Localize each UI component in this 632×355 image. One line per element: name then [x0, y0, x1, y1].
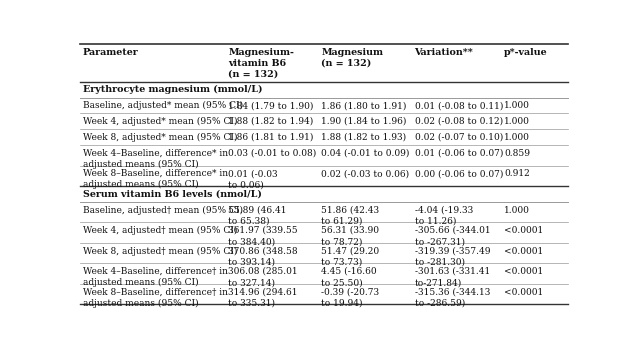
Text: -0.39 (-20.73
to 19.94): -0.39 (-20.73 to 19.94): [322, 288, 380, 308]
Text: 1.88 (1.82 to 1.93): 1.88 (1.82 to 1.93): [322, 133, 406, 142]
Text: Week 4, adjusted* mean (95% CI): Week 4, adjusted* mean (95% CI): [83, 117, 238, 126]
Text: Week 4–Baseline, difference† in
adjusted means (95% CI): Week 4–Baseline, difference† in adjusted…: [83, 267, 228, 287]
Text: <0.0001: <0.0001: [504, 267, 544, 276]
Text: -301.63 (-331.41
to-271.84): -301.63 (-331.41 to-271.84): [415, 267, 490, 287]
Text: 370.86 (348.58
to 393.14): 370.86 (348.58 to 393.14): [228, 246, 298, 267]
Text: 0.859: 0.859: [504, 149, 530, 158]
Text: Week 8, adjusted† mean (95% CI): Week 8, adjusted† mean (95% CI): [83, 246, 237, 256]
Text: Baseline, adjusted* mean (95% CI): Baseline, adjusted* mean (95% CI): [83, 101, 243, 110]
Text: Week 8–Baseline, difference* in
adjusted means (95% CI): Week 8–Baseline, difference* in adjusted…: [83, 169, 228, 190]
Text: <0.0001: <0.0001: [504, 226, 544, 235]
Text: Parameter: Parameter: [83, 48, 138, 56]
Text: 4.45 (-16.60
to 25.50): 4.45 (-16.60 to 25.50): [322, 267, 377, 287]
Text: 51.47 (29.20
to 73.73): 51.47 (29.20 to 73.73): [322, 246, 380, 267]
Text: 0.00 (-0.06 to 0.07): 0.00 (-0.06 to 0.07): [415, 169, 503, 178]
Text: -4.04 (-19.33
to 11.26): -4.04 (-19.33 to 11.26): [415, 206, 473, 226]
Text: 306.08 (285.01
to 327.14): 306.08 (285.01 to 327.14): [228, 267, 298, 287]
Text: -315.36 (-344.13
to -286.59): -315.36 (-344.13 to -286.59): [415, 288, 490, 308]
Text: 55.89 (46.41
to 65.38): 55.89 (46.41 to 65.38): [228, 206, 287, 226]
Text: 56.31 (33.90
to 78.72): 56.31 (33.90 to 78.72): [322, 226, 379, 246]
Text: Week 8, adjusted* mean (95% CI): Week 8, adjusted* mean (95% CI): [83, 133, 238, 142]
Text: 1.86 (1.80 to 1.91): 1.86 (1.80 to 1.91): [322, 101, 407, 110]
Text: 1.000: 1.000: [504, 133, 530, 142]
Text: 1.88 (1.82 to 1.94): 1.88 (1.82 to 1.94): [228, 117, 313, 126]
Text: Week 4–Baseline, difference* in
adjusted means (95% CI): Week 4–Baseline, difference* in adjusted…: [83, 149, 228, 169]
Text: Magnesium
(n = 132): Magnesium (n = 132): [322, 48, 384, 67]
Text: -319.39 (-357.49
to -281.30): -319.39 (-357.49 to -281.30): [415, 246, 490, 267]
Text: 51.86 (42.43
to 61.29): 51.86 (42.43 to 61.29): [322, 206, 380, 226]
Text: 1.84 (1.79 to 1.90): 1.84 (1.79 to 1.90): [228, 101, 313, 110]
Text: 0.01 (-0.06 to 0.07): 0.01 (-0.06 to 0.07): [415, 149, 503, 158]
Text: 0.04 (-0.01 to 0.09): 0.04 (-0.01 to 0.09): [322, 149, 410, 158]
Text: 1.90 (1.84 to 1.96): 1.90 (1.84 to 1.96): [322, 117, 407, 126]
Text: 0.02 (-0.03 to 0.06): 0.02 (-0.03 to 0.06): [322, 169, 410, 178]
Text: 0.02 (-0.08 to 0.12): 0.02 (-0.08 to 0.12): [415, 117, 502, 126]
Text: -305.66 (-344.01
to -267.31): -305.66 (-344.01 to -267.31): [415, 226, 490, 246]
Text: 0.01 (-0.08 to 0.11): 0.01 (-0.08 to 0.11): [415, 101, 503, 110]
Text: Serum vitamin B6 levels (nmol/L): Serum vitamin B6 levels (nmol/L): [83, 190, 262, 199]
Text: 314.96 (294.61
to 335.31): 314.96 (294.61 to 335.31): [228, 288, 298, 308]
Text: 1.000: 1.000: [504, 101, 530, 110]
Text: <0.0001: <0.0001: [504, 246, 544, 256]
Text: Week 4, adjusted† mean (95% CI): Week 4, adjusted† mean (95% CI): [83, 226, 237, 235]
Text: <0.0001: <0.0001: [504, 288, 544, 296]
Text: 0.02 (-0.07 to 0.10): 0.02 (-0.07 to 0.10): [415, 133, 503, 142]
Text: 1.86 (1.81 to 1.91): 1.86 (1.81 to 1.91): [228, 133, 313, 142]
Text: 1.000: 1.000: [504, 117, 530, 126]
Text: 361.97 (339.55
to 384.40): 361.97 (339.55 to 384.40): [228, 226, 298, 246]
Text: Baseline, adjusted† mean (95% CI): Baseline, adjusted† mean (95% CI): [83, 206, 243, 215]
Text: Erythrocyte magnesium (mmol/L): Erythrocyte magnesium (mmol/L): [83, 85, 262, 94]
Text: 0.01 (-0.03
to 0.06): 0.01 (-0.03 to 0.06): [228, 169, 278, 189]
Text: Week 8–Baseline, difference† in
adjusted means (95% CI): Week 8–Baseline, difference† in adjusted…: [83, 288, 228, 308]
Text: Variation**: Variation**: [415, 48, 473, 56]
Text: p*-value: p*-value: [504, 48, 548, 56]
Text: 0.912: 0.912: [504, 169, 530, 178]
Text: 0.03 (-0.01 to 0.08): 0.03 (-0.01 to 0.08): [228, 149, 317, 158]
Text: Magnesium-
vitamin B6
(n = 132): Magnesium- vitamin B6 (n = 132): [228, 48, 295, 79]
Text: 1.000: 1.000: [504, 206, 530, 214]
